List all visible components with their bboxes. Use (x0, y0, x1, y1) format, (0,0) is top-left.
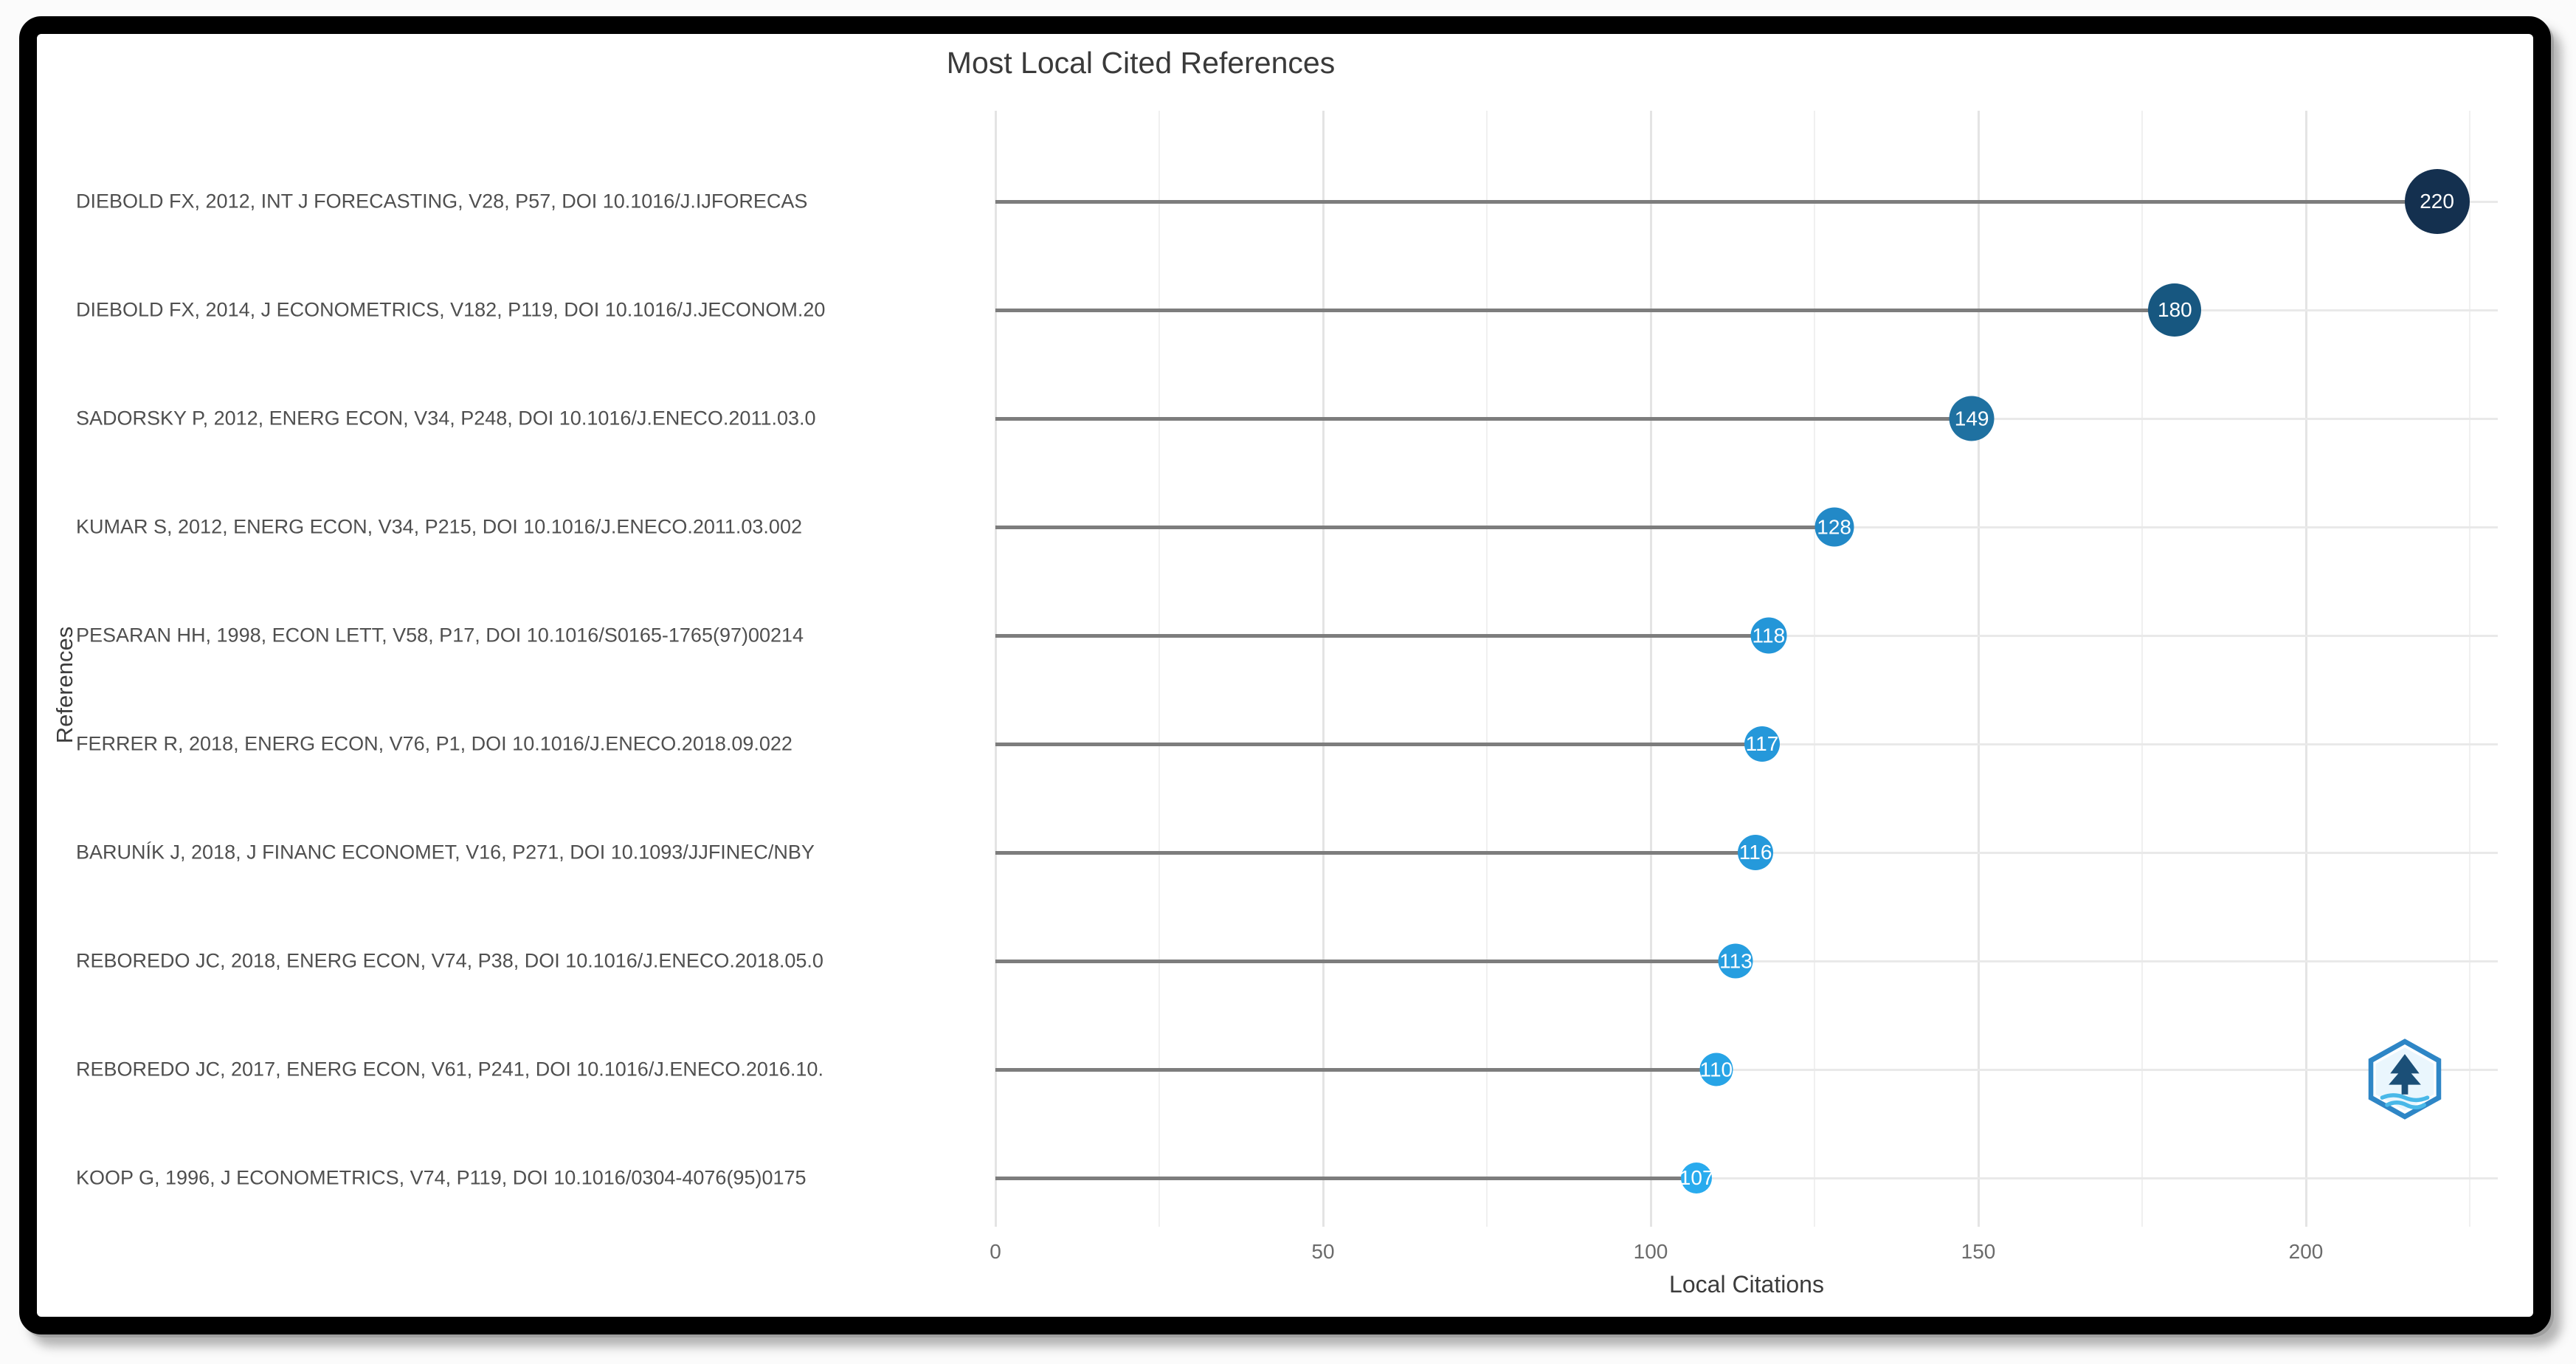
data-point: 107 (1679, 1162, 1714, 1194)
gridline-minor-v (2141, 111, 2143, 1227)
lollipop-stem (995, 1068, 1716, 1072)
gridline-major-v (995, 111, 997, 1227)
category-label: BARUNÍK J, 2018, J FINANC ECONOMET, V16,… (76, 841, 815, 864)
category-label: PESARAN HH, 1998, ECON LETT, V58, P17, D… (76, 624, 804, 647)
row-gridline (995, 1177, 2498, 1179)
data-point: 180 (2148, 283, 2202, 337)
gridline-major-v (2305, 111, 2307, 1227)
lollipop-stem (995, 309, 2175, 312)
lollipop-stem (995, 526, 1834, 529)
lollipop-stem (995, 634, 1769, 638)
data-point: 116 (1738, 835, 1774, 870)
category-label: KOOP G, 1996, J ECONOMETRICS, V74, P119,… (76, 1166, 807, 1189)
data-point: 117 (1744, 726, 1780, 762)
lollipop-stem (995, 960, 1736, 963)
data-point: 220 (2404, 169, 2470, 234)
window-frame (19, 16, 2551, 1334)
row-gridline (995, 1069, 2498, 1071)
lollipop-stem (995, 743, 1762, 746)
gridline-major-v (1650, 111, 1652, 1227)
logo-tree-icon (2389, 1054, 2421, 1095)
category-label: REBOREDO JC, 2018, ENERG ECON, V74, P38,… (76, 949, 823, 972)
logo-waves-icon (2380, 1093, 2430, 1110)
x-tick-label: 50 (1311, 1240, 1335, 1263)
x-tick-label: 200 (2288, 1240, 2324, 1263)
x-tick-label: 150 (1961, 1240, 1996, 1263)
lollipop-stem (995, 200, 2437, 204)
category-label: REBOREDO JC, 2017, ENERG ECON, V61, P241… (76, 1058, 823, 1081)
y-axis-title: References (52, 626, 77, 744)
data-point: 113 (1718, 943, 1753, 979)
gridline-minor-v (1814, 111, 1815, 1227)
gridline-minor-v (1158, 111, 1160, 1227)
gridline-minor-v (2469, 111, 2470, 1227)
data-point: 118 (1750, 617, 1787, 654)
category-label: FERRER R, 2018, ENERG ECON, V76, P1, DOI… (76, 732, 793, 755)
gridline-major-v (1322, 111, 1325, 1227)
category-label: SADORSKY P, 2012, ENERG ECON, V34, P248,… (76, 407, 816, 430)
x-tick-label: 100 (1633, 1240, 1668, 1263)
data-point: 128 (1814, 507, 1854, 547)
gridline-major-v (1978, 111, 1980, 1227)
chart-title: Most Local Cited References (946, 46, 1336, 80)
x-tick-label: 0 (990, 1240, 1001, 1263)
bibliometrix-logo (2368, 1038, 2442, 1120)
category-label: DIEBOLD FX, 2014, J ECONOMETRICS, V182, … (76, 298, 826, 321)
gridline-minor-v (1486, 111, 1488, 1227)
lollipop-stem (995, 1177, 1697, 1180)
lollipop-stem (995, 417, 1972, 421)
data-point: 149 (1949, 396, 1995, 441)
category-label: KUMAR S, 2012, ENERG ECON, V34, P215, DO… (76, 515, 802, 538)
lollipop-stem (995, 851, 1756, 855)
x-axis-title: Local Citations (1669, 1271, 1824, 1298)
data-point: 110 (1699, 1053, 1733, 1086)
category-label: DIEBOLD FX, 2012, INT J FORECASTING, V28… (76, 190, 808, 213)
